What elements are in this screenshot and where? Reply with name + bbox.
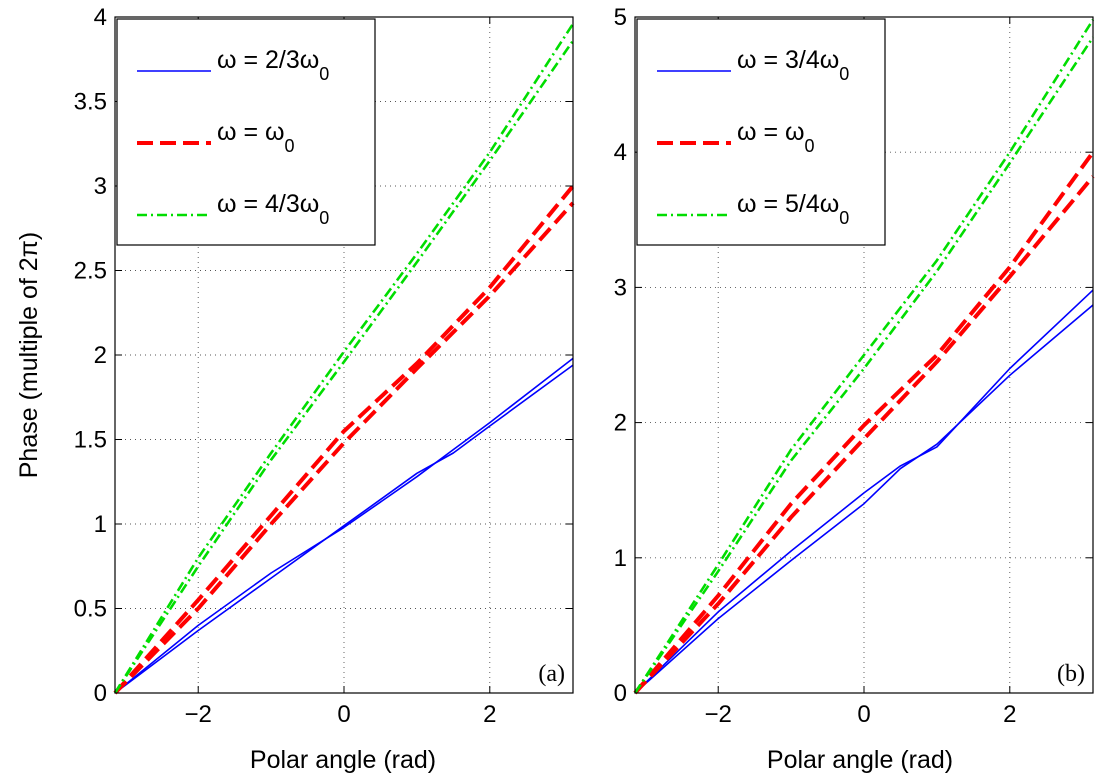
y-axis-label: Phase (multiple of 2π) xyxy=(15,232,43,479)
x-tick-label: 2 xyxy=(1003,701,1016,728)
legend-label-3: ω = 5/4ω0 xyxy=(737,190,849,228)
y-tick-label: 1 xyxy=(614,545,627,572)
x-tick-label: 0 xyxy=(857,701,870,728)
panel-label: (a) xyxy=(538,661,565,687)
panel-label: (b) xyxy=(1057,661,1085,687)
series-line-2-1 xyxy=(113,184,575,695)
y-tick-label: 2 xyxy=(614,410,627,437)
series-line-1-1 xyxy=(634,289,1094,694)
y-tick-label: 3 xyxy=(94,173,107,200)
x-tick-label: 0 xyxy=(337,701,350,728)
series-line-3-2 xyxy=(113,39,575,694)
panel-b: −2 0 2 0 1 2 3 4 5 (b) ω = 3/4ω0 ω = ω0 ω = 5/4ω0 xyxy=(614,4,1095,728)
y-tick-label: 0.5 xyxy=(74,596,107,623)
series-line-2-1 xyxy=(633,151,1095,695)
y-tick-label: 2.5 xyxy=(74,258,107,285)
legend-label-3: ω = 4/3ω0 xyxy=(217,190,329,228)
y-tick-label: 4 xyxy=(94,4,107,31)
y-tick-label: 4 xyxy=(614,139,627,166)
series-line-1-2 xyxy=(114,364,574,694)
series-line-3-1 xyxy=(633,19,1095,694)
legend-label-1: ω = 2/3ω0 xyxy=(217,46,329,84)
y-tick-label: 1.5 xyxy=(74,427,107,454)
y-tick-label: 0 xyxy=(94,680,107,707)
x-axis-label-a: Polar angle (rad) xyxy=(250,746,436,774)
series-line-2-2 xyxy=(633,175,1095,695)
series-line-2-2 xyxy=(113,201,575,695)
y-tick-label: 2 xyxy=(94,342,107,369)
legend: ω = 3/4ω0 ω = ω0 ω = 5/4ω0 xyxy=(636,18,886,246)
legend-label-1: ω = 3/4ω0 xyxy=(737,46,849,84)
legend-label-2: ω = ω0 xyxy=(737,118,815,156)
legend-label-2: ω = ω0 xyxy=(217,118,295,156)
legend-box xyxy=(636,18,886,246)
x-tick-label: −2 xyxy=(185,701,212,728)
x-tick-label: −2 xyxy=(705,701,732,728)
y-tick-label: 3 xyxy=(614,274,627,301)
y-tick-label: 1 xyxy=(94,511,107,538)
legend-box xyxy=(116,18,376,246)
legend: ω = 2/3ω0 ω = ω0 ω = 4/3ω0 xyxy=(116,18,376,246)
x-tick-label: 2 xyxy=(483,701,496,728)
series-line-1-1 xyxy=(114,357,574,694)
y-tick-label: 0 xyxy=(614,680,627,707)
y-tick-label: 3.5 xyxy=(74,89,107,116)
y-tick-label: 5 xyxy=(614,4,627,31)
x-axis-label-b: Polar angle (rad) xyxy=(767,746,953,774)
series-line-1-2 xyxy=(634,304,1094,694)
series-line-3-2 xyxy=(633,36,1095,694)
